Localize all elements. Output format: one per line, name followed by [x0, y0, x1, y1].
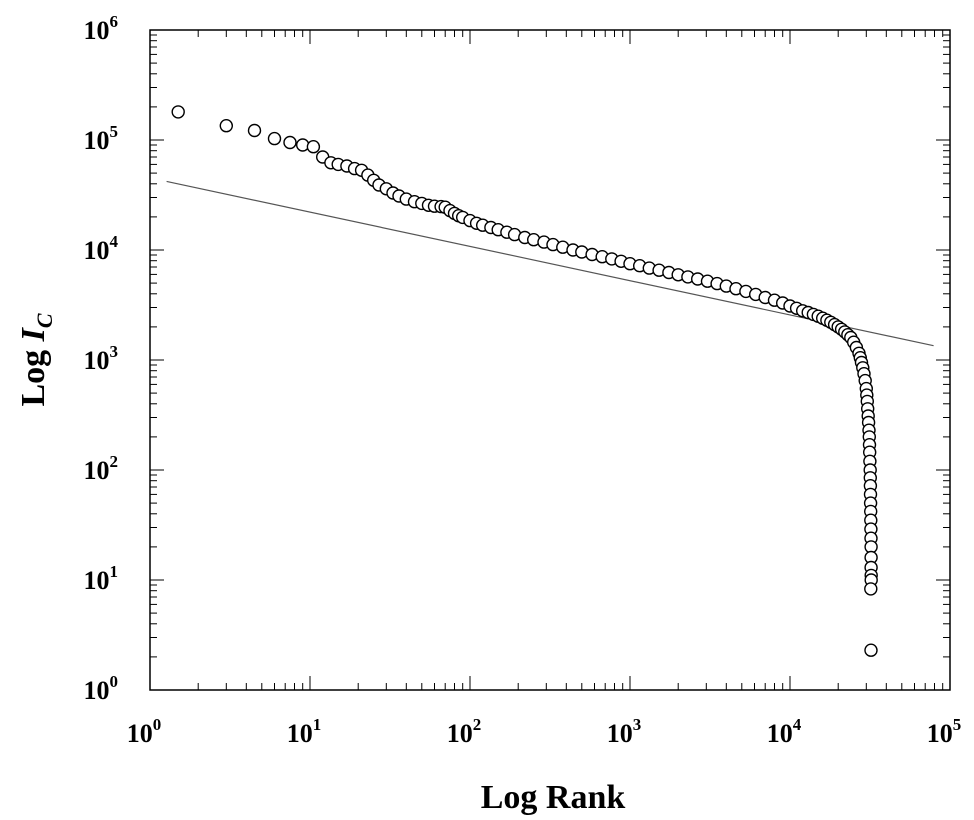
- x-tick-label-exponent: 0: [153, 715, 162, 734]
- x-tick-label-exponent: 5: [953, 715, 962, 734]
- y-tick-label-exponent: 6: [110, 12, 119, 31]
- y-tick-label: 103: [84, 342, 119, 375]
- y-tick-label: 100: [84, 672, 119, 705]
- x-tick-label-base: 10: [127, 719, 153, 748]
- data-point: [247, 123, 262, 138]
- y-axis-title-symbol: I: [15, 326, 52, 342]
- x-tick-label-base: 10: [607, 719, 633, 748]
- y-tick-label: 105: [84, 122, 119, 155]
- y-tick-label: 106: [84, 12, 119, 45]
- x-tick-label: 102: [447, 715, 482, 748]
- x-tick-label-exponent: 1: [313, 715, 322, 734]
- data-point: [864, 643, 878, 657]
- data-point: [296, 138, 310, 152]
- y-tick-label: 102: [84, 452, 119, 485]
- y-tick-label-base: 10: [84, 566, 110, 595]
- x-tick-label-exponent: 4: [793, 715, 802, 734]
- ticks-layer: [149, 30, 950, 691]
- y-tick-label-exponent: 5: [110, 122, 119, 141]
- x-tick-label: 103: [607, 715, 642, 748]
- y-tick-label: 101: [84, 562, 119, 595]
- data-point: [283, 135, 297, 150]
- x-tick-label-exponent: 2: [473, 715, 482, 734]
- y-tick-label-exponent: 2: [110, 452, 119, 471]
- x-tick-label: 104: [767, 715, 802, 748]
- y-axis-title: Log IC: [15, 313, 57, 406]
- x-tick-label: 105: [927, 715, 962, 748]
- y-tick-label-base: 10: [84, 676, 110, 705]
- data-point: [267, 131, 282, 146]
- data-point: [171, 105, 185, 119]
- x-tick-label-exponent: 3: [633, 715, 642, 734]
- x-tick-label-base: 10: [287, 719, 313, 748]
- y-tick-label-base: 10: [84, 16, 110, 45]
- y-tick-label-exponent: 1: [110, 562, 119, 581]
- x-tick-label: 100: [127, 715, 162, 748]
- x-tick-label: 101: [287, 715, 322, 748]
- y-tick-label-base: 10: [84, 346, 110, 375]
- data-points-layer: [171, 105, 878, 657]
- data-point: [219, 118, 234, 133]
- y-tick-label-base: 10: [84, 236, 110, 265]
- x-tick-label-base: 10: [767, 719, 793, 748]
- data-point: [306, 139, 321, 154]
- x-tick-label-base: 10: [447, 719, 473, 748]
- data-point: [864, 582, 878, 596]
- x-tick-label-base: 10: [927, 719, 953, 748]
- y-tick-label-base: 10: [84, 456, 110, 485]
- y-tick-label-base: 10: [84, 126, 110, 155]
- y-axis-title-prefix: Log: [15, 341, 52, 406]
- plot-frame: [149, 29, 951, 691]
- y-tick-label: 104: [84, 232, 119, 265]
- y-tick-label-exponent: 3: [110, 342, 119, 361]
- y-tick-label-exponent: 0: [110, 672, 119, 691]
- x-axis-title: Log Rank: [481, 779, 626, 816]
- y-tick-label-exponent: 4: [110, 232, 119, 251]
- y-axis-title-subscript: C: [32, 313, 57, 328]
